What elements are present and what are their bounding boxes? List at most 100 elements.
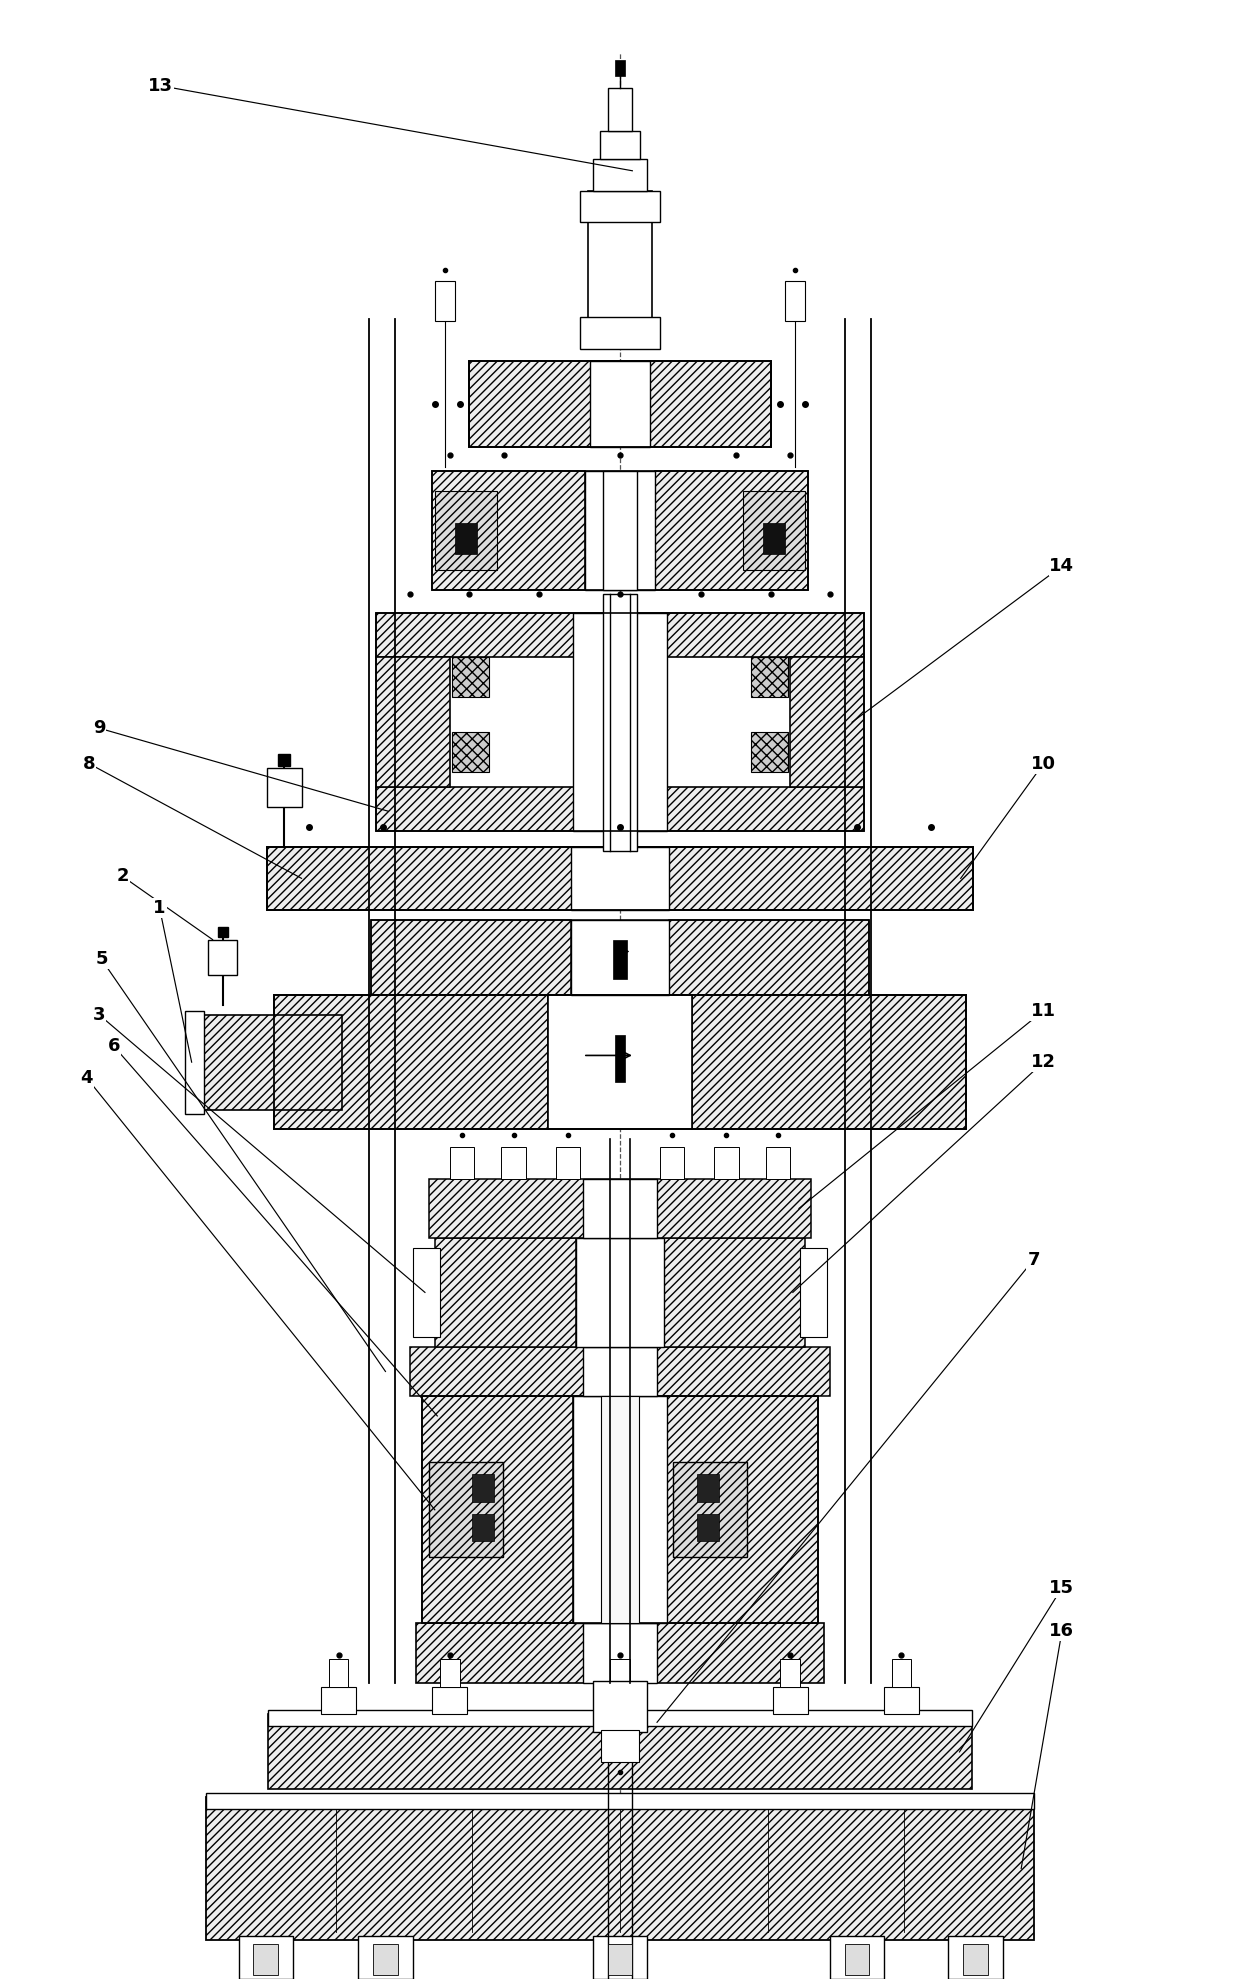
Bar	[670, 920, 869, 995]
Bar	[238, 1936, 293, 1980]
Text: 6: 6	[108, 1037, 120, 1054]
Bar	[429, 1179, 811, 1239]
Bar	[410, 1346, 830, 1395]
Bar	[274, 995, 548, 1130]
Bar	[274, 995, 966, 1130]
Text: 2: 2	[117, 868, 129, 886]
Bar	[785, 281, 805, 321]
Bar	[844, 1944, 869, 1976]
Bar	[358, 1936, 413, 1980]
Bar	[583, 1179, 657, 1239]
Bar	[603, 595, 637, 850]
Bar	[697, 1475, 719, 1502]
Bar	[655, 472, 807, 591]
Bar	[800, 1249, 827, 1338]
Bar	[608, 87, 632, 131]
Text: 1: 1	[154, 900, 166, 918]
Bar	[371, 920, 570, 995]
Bar	[435, 1239, 575, 1346]
Bar	[615, 59, 625, 75]
Bar	[608, 1944, 632, 1976]
Bar	[603, 1687, 637, 1714]
Bar	[963, 1944, 988, 1976]
Bar	[613, 939, 627, 979]
Bar	[192, 1015, 342, 1110]
Bar	[580, 317, 660, 349]
Bar	[744, 492, 805, 571]
Bar	[429, 1463, 502, 1558]
Bar	[573, 614, 667, 830]
Bar	[207, 1794, 1033, 1810]
Bar	[714, 1148, 739, 1179]
Bar	[371, 920, 869, 995]
Bar	[433, 1687, 467, 1714]
Text: 9: 9	[93, 719, 105, 737]
Bar	[763, 523, 785, 555]
Bar	[665, 1239, 805, 1346]
Bar	[570, 846, 670, 910]
Text: 4: 4	[81, 1068, 93, 1086]
Bar	[590, 361, 650, 448]
Bar	[253, 1944, 278, 1976]
Bar	[583, 1623, 657, 1683]
Bar	[593, 159, 647, 190]
Bar	[413, 1249, 440, 1338]
Bar	[610, 1659, 630, 1687]
Bar	[575, 1239, 665, 1346]
Bar	[692, 995, 966, 1130]
Bar	[268, 1710, 972, 1726]
Bar	[751, 731, 787, 771]
Bar	[697, 1514, 719, 1542]
Bar	[601, 1395, 639, 1623]
Bar	[455, 523, 477, 555]
Bar	[186, 1011, 205, 1114]
Bar	[580, 190, 660, 222]
Bar	[376, 614, 864, 830]
Bar	[667, 1395, 817, 1623]
Bar	[373, 1944, 398, 1976]
Bar	[765, 1148, 790, 1179]
Bar	[884, 1687, 919, 1714]
Text: 10: 10	[1030, 755, 1056, 773]
Bar	[267, 846, 973, 910]
Bar	[470, 361, 770, 448]
Bar	[548, 995, 692, 1130]
Bar	[773, 1687, 807, 1714]
Bar	[751, 656, 787, 696]
Bar	[207, 1798, 1033, 1940]
Text: 7: 7	[1027, 1251, 1040, 1268]
Bar	[329, 1659, 348, 1687]
Bar	[830, 1936, 884, 1980]
Bar	[472, 1475, 494, 1502]
Bar	[660, 1148, 684, 1179]
Bar	[780, 1659, 800, 1687]
Bar	[593, 1681, 647, 1732]
Bar	[570, 920, 670, 995]
Bar	[615, 1035, 625, 1082]
Bar	[433, 472, 807, 591]
Bar	[376, 656, 450, 787]
Bar	[588, 190, 652, 349]
Bar	[435, 281, 455, 321]
Bar	[267, 767, 301, 807]
Bar	[556, 1148, 580, 1179]
Bar	[790, 656, 864, 787]
Bar	[453, 731, 489, 771]
Bar	[450, 1148, 475, 1179]
Bar	[501, 1148, 526, 1179]
Bar	[423, 1395, 817, 1623]
Bar	[376, 614, 864, 656]
Bar	[583, 1346, 657, 1395]
Bar	[376, 787, 864, 830]
Bar	[417, 1623, 823, 1683]
Bar	[453, 656, 489, 696]
Bar	[207, 939, 237, 975]
Bar	[423, 1395, 573, 1623]
Bar	[593, 1936, 647, 1980]
Bar	[949, 1936, 1003, 1980]
Bar	[573, 1395, 667, 1623]
Text: 3: 3	[93, 1005, 105, 1025]
Bar	[585, 472, 655, 591]
Text: 15: 15	[1049, 1580, 1074, 1597]
Bar	[600, 131, 640, 159]
